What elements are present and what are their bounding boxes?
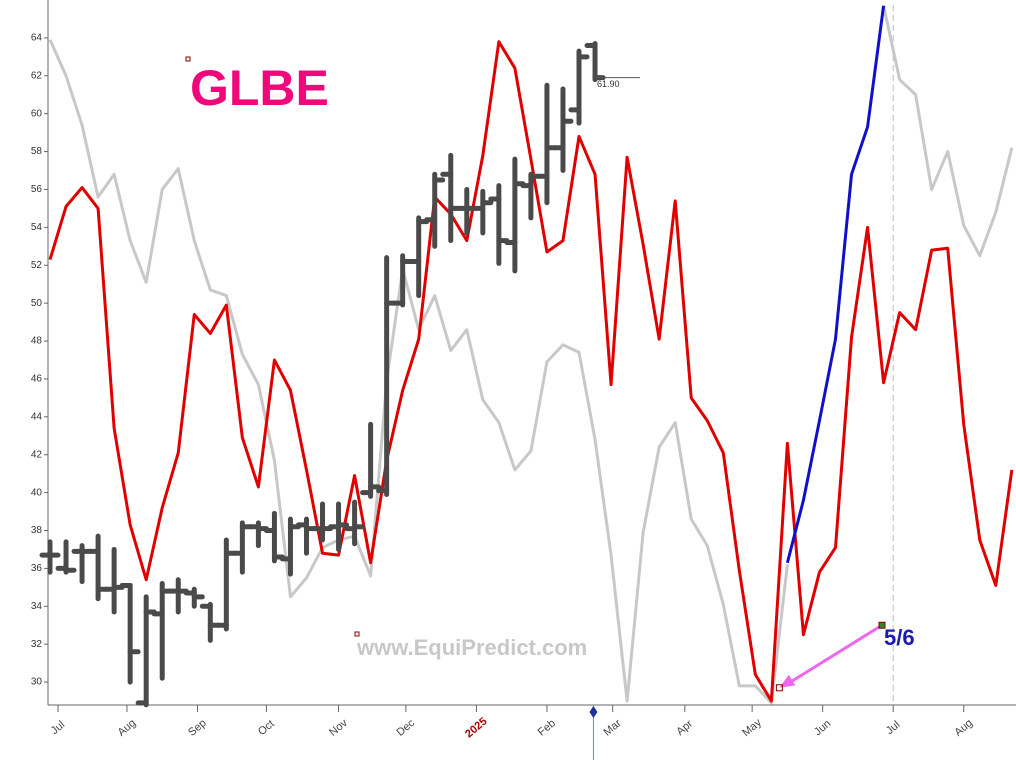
y-tick-label: 64 (31, 33, 43, 44)
today-marker (589, 706, 598, 718)
annotation-arrow (788, 623, 883, 685)
y-tick-label: 58 (31, 146, 43, 157)
y-tick-label: 44 (31, 411, 43, 422)
annotation-marker (775, 684, 783, 692)
y-tick-label: 34 (31, 601, 43, 612)
y-tick-label: 40 (31, 487, 43, 498)
annotation-label: 5/6 (884, 625, 915, 650)
chart-title: GLBE (190, 60, 329, 116)
marker (354, 631, 360, 637)
annotation-marker (878, 621, 886, 629)
y-tick-label: 56 (31, 184, 43, 195)
y-tick-label: 42 (31, 449, 43, 460)
arrow-head (779, 674, 796, 688)
last-price-label: 61.90 (597, 79, 620, 89)
series-line (785, 5, 886, 564)
y-tick-label: 52 (31, 260, 43, 271)
y-tick-label: 36 (31, 563, 43, 574)
marker (185, 56, 191, 62)
y-tick-label: 50 (31, 298, 43, 309)
y-tick-label: 48 (31, 336, 43, 347)
y-tick-label: 54 (31, 222, 43, 233)
y-tick-label: 62 (31, 70, 43, 81)
y-tick-label: 46 (31, 374, 43, 385)
series-line (48, 40, 1014, 703)
y-tick-label: 30 (31, 677, 43, 688)
y-tick-label: 32 (31, 639, 43, 650)
y-tick-label: 60 (31, 108, 43, 119)
y-tick-label: 38 (31, 525, 43, 536)
watermark: www.EquiPredict.com (356, 635, 587, 660)
